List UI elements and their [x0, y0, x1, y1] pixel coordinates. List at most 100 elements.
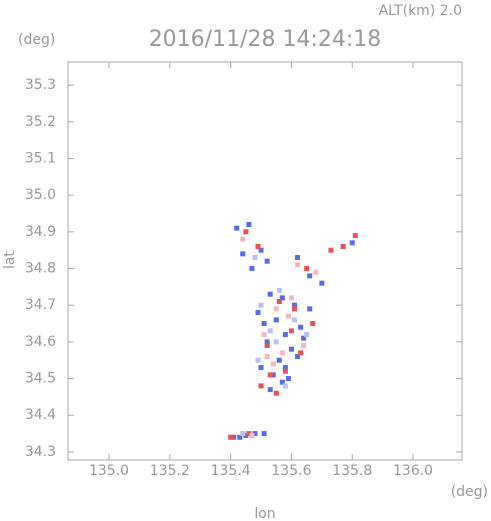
radar-point	[240, 251, 246, 257]
chart-title: 2016/11/28 14:24:18	[149, 27, 382, 52]
y-tick-label: 34.3	[25, 444, 56, 460]
radar-point	[349, 240, 355, 246]
radar-point	[267, 372, 273, 378]
radar-point	[246, 431, 252, 437]
radar-point	[243, 229, 249, 235]
radar-point	[249, 432, 255, 438]
x-tick-label: 135.6	[271, 463, 311, 479]
y-tick-label: 34.6	[25, 334, 56, 350]
x-tick-label: 135.0	[89, 463, 129, 479]
radar-point	[291, 302, 297, 308]
radar-point	[267, 291, 273, 297]
y-tick-label: 34.5	[25, 371, 56, 387]
radar-point	[228, 434, 234, 440]
radar-point	[340, 244, 346, 250]
radar-point	[267, 328, 273, 334]
radar-point	[258, 247, 264, 253]
x-tick-label: 136.0	[393, 463, 433, 479]
y-tick-label: 35.2	[25, 114, 56, 130]
radar-point	[255, 310, 261, 316]
radar-point	[258, 383, 264, 389]
radar-point	[252, 255, 258, 261]
radar-point	[267, 387, 273, 393]
x-axis-label: lon	[254, 506, 275, 521]
radar-point	[295, 354, 301, 360]
radar-point	[298, 324, 304, 330]
radar-point	[288, 328, 294, 334]
radar-point	[273, 390, 279, 396]
radar-point	[313, 269, 319, 275]
radar-point	[288, 295, 294, 301]
x-tick-label: 135.4	[211, 463, 251, 479]
radar-point	[285, 376, 291, 382]
radar-point	[249, 266, 255, 272]
radar-point	[298, 350, 304, 356]
radar-point	[258, 302, 264, 308]
radar-point	[240, 236, 246, 242]
radar-point	[261, 321, 267, 327]
radar-point	[261, 431, 267, 437]
radar-point	[279, 350, 285, 356]
y-tick-label: 34.4	[25, 407, 56, 423]
radar-point	[261, 332, 267, 338]
radar-point	[307, 306, 313, 312]
y-tick-label: 34.7	[25, 297, 56, 313]
y-tick-label: 35.0	[25, 187, 56, 203]
radar-point	[264, 354, 270, 360]
radar-point	[273, 306, 279, 312]
radar-point	[319, 280, 325, 286]
y-tick-label: 35.3	[25, 77, 56, 93]
radar-point	[279, 379, 285, 385]
x-tick-label: 135.2	[150, 463, 190, 479]
radar-point	[307, 273, 313, 279]
radar-point	[282, 368, 288, 374]
x-unit: (deg)	[451, 484, 488, 500]
radar-point	[310, 321, 316, 327]
y-tick-label: 35.1	[25, 150, 56, 166]
y-tick-label: 34.8	[25, 261, 56, 277]
radar-point	[270, 372, 276, 378]
radar-point	[301, 343, 307, 349]
radar-point	[252, 431, 258, 437]
radar-point	[243, 432, 249, 438]
radar-point	[285, 313, 291, 319]
radar-point	[276, 357, 282, 363]
radar-point	[295, 262, 301, 268]
radar-point	[295, 255, 301, 261]
radar-point	[301, 335, 307, 341]
radar-point	[240, 431, 246, 437]
y-tick-label: 34.9	[25, 224, 56, 240]
y-unit: (deg)	[18, 32, 55, 48]
radar-point	[273, 317, 279, 323]
radar-point	[264, 339, 270, 345]
radar-point	[352, 233, 358, 239]
radar-point	[273, 339, 279, 345]
radar-point	[291, 317, 297, 323]
radar-point	[291, 306, 297, 312]
radar-point	[304, 266, 310, 272]
radar-point	[304, 332, 310, 338]
radar-point	[258, 365, 264, 371]
radar-point	[282, 365, 288, 371]
radar-point	[231, 434, 237, 440]
radar-point	[264, 258, 270, 264]
radar-point	[237, 434, 243, 440]
radar-point	[276, 299, 282, 305]
radar-point	[328, 247, 334, 253]
radar-point	[234, 225, 240, 231]
radar-point	[276, 288, 282, 294]
radar-point	[288, 346, 294, 352]
radar-point	[270, 361, 276, 367]
plot-frame	[67, 61, 463, 461]
radar-point	[282, 332, 288, 338]
radar-point	[255, 244, 261, 250]
radar-point	[246, 222, 252, 228]
x-tick-label: 135.8	[332, 463, 372, 479]
radar-point	[279, 295, 285, 301]
radar-point	[264, 343, 270, 349]
radar-point	[282, 383, 288, 389]
radar-point	[255, 357, 261, 363]
altitude-label: ALT(km) 2.0	[379, 3, 462, 19]
y-axis-label: lat	[2, 251, 18, 269]
